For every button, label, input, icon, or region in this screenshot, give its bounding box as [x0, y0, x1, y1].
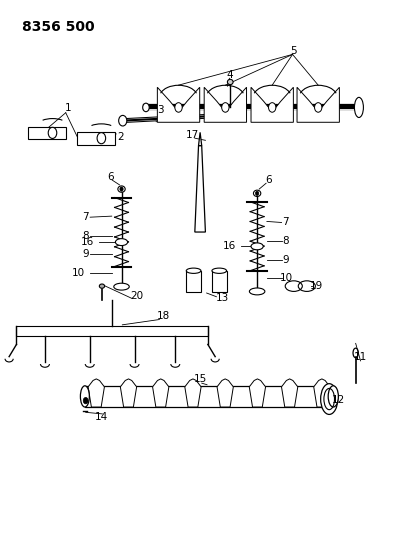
- Circle shape: [142, 103, 149, 112]
- Circle shape: [48, 127, 56, 139]
- Text: 11: 11: [353, 352, 366, 361]
- Text: 3: 3: [157, 105, 163, 115]
- Ellipse shape: [211, 268, 226, 273]
- Polygon shape: [85, 386, 333, 407]
- Ellipse shape: [327, 386, 337, 407]
- Text: 9: 9: [82, 249, 89, 260]
- Circle shape: [175, 103, 182, 112]
- Text: 15: 15: [193, 375, 206, 384]
- Polygon shape: [157, 87, 199, 122]
- Circle shape: [118, 115, 126, 126]
- Ellipse shape: [80, 386, 89, 407]
- Circle shape: [97, 133, 106, 144]
- Text: 18: 18: [157, 311, 170, 321]
- Text: 12: 12: [331, 395, 344, 405]
- Ellipse shape: [250, 243, 263, 250]
- Text: 9: 9: [282, 255, 288, 264]
- Text: 10: 10: [71, 268, 84, 278]
- Circle shape: [83, 398, 88, 404]
- Text: 7: 7: [282, 217, 288, 228]
- Polygon shape: [198, 132, 201, 146]
- Text: 2: 2: [117, 132, 123, 142]
- Polygon shape: [88, 379, 104, 407]
- Ellipse shape: [253, 190, 260, 197]
- Polygon shape: [249, 379, 265, 407]
- Text: 8356 500: 8356 500: [22, 20, 94, 34]
- Text: 19: 19: [309, 281, 322, 291]
- Circle shape: [255, 191, 258, 196]
- Polygon shape: [194, 146, 205, 232]
- Polygon shape: [313, 379, 329, 407]
- Text: 6: 6: [264, 175, 271, 185]
- Text: 10: 10: [279, 273, 292, 283]
- Text: 7: 7: [82, 212, 89, 222]
- Polygon shape: [120, 379, 136, 407]
- Polygon shape: [152, 379, 169, 407]
- Polygon shape: [296, 87, 339, 122]
- Ellipse shape: [320, 384, 337, 415]
- Polygon shape: [186, 271, 200, 292]
- Ellipse shape: [354, 98, 362, 117]
- Ellipse shape: [227, 79, 233, 85]
- Text: 16: 16: [222, 241, 235, 252]
- Circle shape: [314, 103, 321, 112]
- Polygon shape: [16, 326, 207, 336]
- Text: 5: 5: [290, 46, 297, 56]
- Polygon shape: [28, 126, 66, 139]
- Text: 20: 20: [130, 290, 143, 301]
- Text: 6: 6: [107, 172, 114, 182]
- Ellipse shape: [249, 288, 264, 295]
- Polygon shape: [250, 87, 293, 122]
- Ellipse shape: [117, 186, 125, 192]
- Text: 1: 1: [65, 103, 72, 114]
- Text: 17: 17: [185, 130, 198, 140]
- Ellipse shape: [99, 284, 104, 288]
- Text: 13: 13: [216, 293, 229, 303]
- Circle shape: [119, 187, 123, 191]
- Polygon shape: [216, 379, 233, 407]
- Circle shape: [268, 103, 275, 112]
- Text: 16: 16: [81, 237, 94, 247]
- Ellipse shape: [115, 239, 127, 246]
- Ellipse shape: [186, 268, 200, 273]
- Polygon shape: [204, 87, 246, 122]
- Polygon shape: [76, 132, 115, 144]
- Circle shape: [221, 103, 229, 112]
- Ellipse shape: [114, 283, 129, 290]
- Polygon shape: [281, 379, 297, 407]
- Text: 8: 8: [282, 236, 288, 246]
- Text: 4: 4: [227, 70, 233, 79]
- Text: 14: 14: [94, 412, 108, 422]
- Polygon shape: [184, 379, 200, 407]
- Text: 8: 8: [82, 231, 89, 241]
- Polygon shape: [211, 271, 226, 292]
